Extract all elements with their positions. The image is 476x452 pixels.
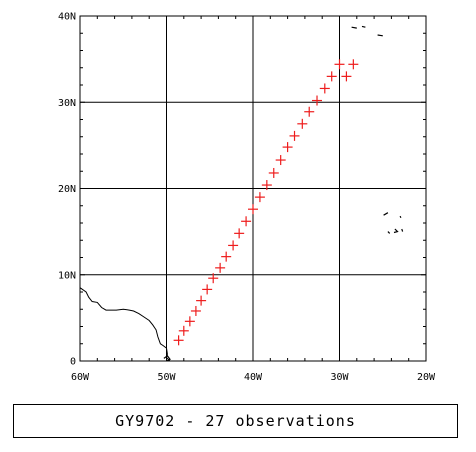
observation-marker — [312, 95, 323, 106]
lon-tick-label: 20W — [417, 372, 436, 383]
island — [351, 26, 357, 29]
lat-tick-label: 0 — [70, 357, 76, 368]
lat-tick-label: 30N — [58, 98, 76, 109]
observation-marker — [234, 228, 245, 239]
observation-marker — [228, 240, 239, 251]
observation-marker — [208, 273, 219, 284]
lat-tick-label: 40N — [58, 12, 76, 23]
caption-text: GY9702 - 27 observations — [115, 412, 356, 430]
observation-marker — [254, 192, 265, 203]
observation-marker — [221, 251, 232, 262]
observation-marker — [196, 295, 207, 306]
lon-tick-label: 50W — [157, 372, 176, 383]
tick-layer — [79, 15, 427, 362]
observation-marker — [190, 305, 201, 316]
observation-layer — [173, 59, 359, 346]
island — [401, 228, 404, 232]
land-layer — [79, 25, 404, 362]
observation-marker — [202, 284, 213, 295]
observation-marker — [304, 106, 315, 117]
observation-marker — [184, 316, 195, 327]
observation-marker — [248, 204, 258, 215]
observation-marker — [178, 325, 189, 336]
observation-marker — [275, 155, 286, 166]
observation-marker — [319, 83, 330, 94]
island — [387, 231, 391, 234]
observation-marker — [289, 130, 300, 141]
island — [163, 354, 171, 362]
observation-marker — [282, 142, 293, 153]
axis-labels: 60W 50W 40W 30W 20W 0 10N 20N 30N 40N — [58, 12, 436, 384]
island — [393, 228, 399, 234]
lon-tick-label: 60W — [71, 372, 90, 383]
observation-marker — [334, 59, 345, 70]
observation-marker — [326, 71, 337, 82]
lat-tick-label: 10N — [58, 270, 76, 281]
island — [361, 25, 366, 28]
observation-marker — [173, 335, 184, 346]
grid-layer — [80, 16, 426, 361]
lon-tick-label: 30W — [330, 372, 349, 383]
lat-tick-label: 20N — [58, 184, 76, 195]
observation-marker — [268, 167, 279, 178]
lon-tick-label: 40W — [244, 372, 263, 383]
observation-marker — [297, 118, 308, 129]
observation-marker — [241, 216, 252, 227]
observation-marker — [348, 59, 359, 70]
observation-marker — [341, 71, 352, 82]
island — [377, 34, 383, 37]
coastline-south-america — [79, 287, 171, 362]
island — [383, 212, 389, 216]
observation-marker — [261, 180, 272, 191]
island — [399, 215, 402, 219]
caption-box: GY9702 - 27 observations — [13, 404, 458, 438]
observation-marker — [215, 262, 226, 273]
